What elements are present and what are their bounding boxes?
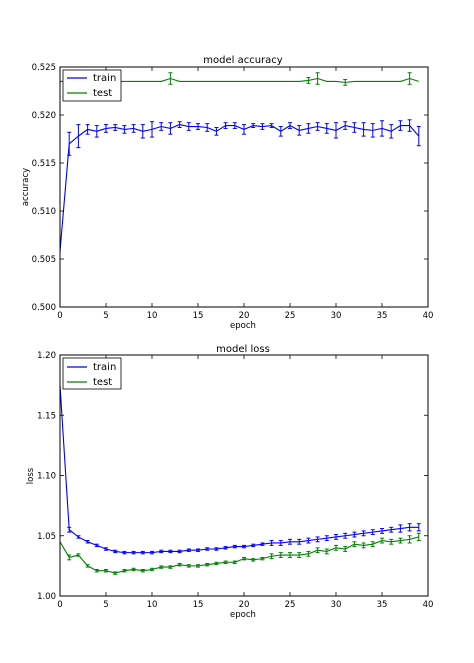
loss-y-tick-label: 1.15 <box>37 411 56 421</box>
loss-y-tick-label: 1.00 <box>37 592 56 602</box>
loss-y-tick-label: 1.20 <box>37 351 56 361</box>
accuracy-y-tick-label: 0.510 <box>32 207 56 217</box>
loss-x-tick-label: 35 <box>377 600 388 610</box>
accuracy-plot-area <box>59 72 421 252</box>
loss-x-tick-label: 30 <box>331 600 342 610</box>
loss-x-tick-label: 40 <box>423 600 434 610</box>
loss-y-tick-label: 1.05 <box>37 532 56 542</box>
accuracy-x-tick-label: 15 <box>193 311 204 321</box>
accuracy-legend-test-label: test <box>93 88 112 99</box>
accuracy-x-tick-label: 20 <box>239 311 250 321</box>
loss-legend-test-label: test <box>93 377 112 388</box>
accuracy-x-tick-label: 25 <box>285 311 296 321</box>
loss-x-label: epoch <box>230 610 256 620</box>
accuracy-y-tick-label: 0.520 <box>32 111 56 121</box>
accuracy-legend: train test <box>62 69 122 102</box>
loss-x-tick-label: 10 <box>147 600 158 610</box>
accuracy-y-label: accuracy <box>21 168 31 206</box>
loss-y-tick-label: 1.10 <box>37 472 56 482</box>
loss-x-tick-label: 20 <box>239 600 250 610</box>
accuracy-train-line <box>59 124 420 252</box>
loss-test-line <box>59 536 419 574</box>
accuracy-x-tick-label: 5 <box>103 311 108 321</box>
accuracy-y-tick-label: 0.515 <box>32 159 56 169</box>
accuracy-x-tick-label: 0 <box>57 311 62 321</box>
accuracy-y-tick-label: 0.505 <box>32 255 56 265</box>
accuracy-ticks: 0 5 10 15 20 25 30 35 40 0.500 0.505 0.510 0.515 0.52… <box>32 63 434 321</box>
loss-x-tick-label: 5 <box>103 600 108 610</box>
accuracy-x-tick-label: 10 <box>147 311 158 321</box>
loss-x-tick-label: 25 <box>285 600 296 610</box>
accuracy-x-label: epoch <box>230 321 256 331</box>
accuracy-legend-train-label: train <box>93 73 116 84</box>
accuracy-axes-frame <box>59 66 429 308</box>
accuracy-chart: model accuracy 0 5 10 15 20 25 30 35 40 0.500 0.50… <box>21 55 433 331</box>
accuracy-y-tick-label: 0.525 <box>32 63 56 73</box>
loss-x-tick-label: 0 <box>57 600 62 610</box>
accuracy-legend-box <box>62 69 122 102</box>
accuracy-x-tick-label: 30 <box>331 311 342 321</box>
loss-legend: train test <box>62 357 122 390</box>
loss-legend-train-label: train <box>93 362 116 373</box>
accuracy-x-tick-label: 35 <box>377 311 388 321</box>
loss-y-label: loss <box>26 467 36 484</box>
accuracy-x-tick-label: 40 <box>423 311 434 321</box>
loss-chart: model loss 0 5 10 15 20 25 30 35 40 1.00 1.05 1.10 1… <box>26 344 433 620</box>
loss-plot-area <box>59 385 421 575</box>
loss-ticks: 0 5 10 15 20 25 30 35 40 1.00 1.05 1.10 1.15 1.20 <box>37 351 433 610</box>
loss-x-tick-label: 15 <box>193 600 204 610</box>
loss-chart-title: model loss <box>216 344 270 355</box>
accuracy-chart-title: model accuracy <box>203 55 283 66</box>
accuracy-y-tick-label: 0.500 <box>32 303 56 313</box>
loss-train-line <box>59 385 419 554</box>
loss-legend-box <box>62 357 122 390</box>
